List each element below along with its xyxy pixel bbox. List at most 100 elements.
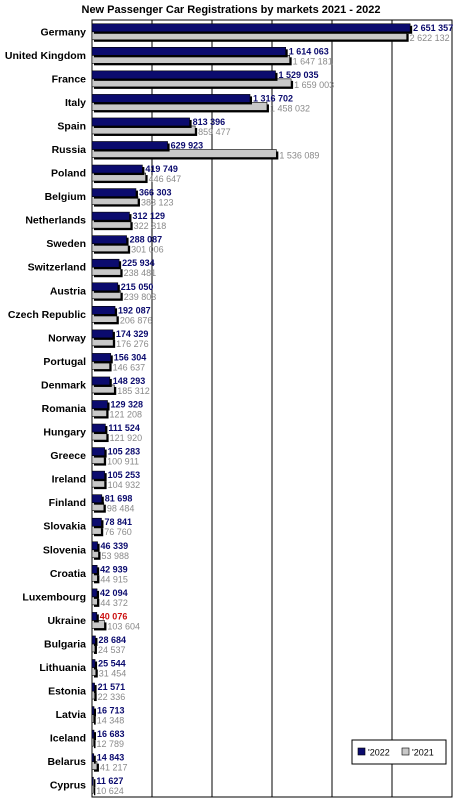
data-label-2022: 312 129: [132, 211, 165, 221]
data-label-2021: 103 604: [107, 621, 140, 631]
category-label: Germany: [40, 26, 86, 38]
bar-2022: [91, 188, 137, 197]
category-label: Cyprus: [50, 780, 86, 792]
category-label: Iceland: [50, 733, 86, 745]
data-label-2021: 322 318: [134, 221, 167, 231]
data-label-2021: 53 988: [101, 551, 129, 561]
bar-2022: [91, 588, 98, 598]
data-label-2022: 148 293: [113, 376, 146, 386]
bar-2022: [91, 517, 102, 527]
data-label-2022: 174 329: [116, 329, 149, 339]
legend-swatch-2022: [357, 747, 366, 756]
category-label: Luxembourg: [22, 591, 86, 603]
category-label: United Kingdom: [5, 50, 86, 62]
legend: '2022 '2021: [351, 739, 447, 765]
data-label-2021: 383 123: [141, 198, 174, 208]
data-label-2022: 105 253: [108, 470, 141, 480]
data-label-2022: 156 304: [114, 352, 147, 362]
data-label-2021: 1 536 089: [279, 151, 319, 161]
category-label: Slovakia: [43, 521, 86, 533]
bar-2022: [91, 23, 411, 33]
data-label-2021: 301 006: [131, 245, 164, 255]
bar-2022: [91, 470, 105, 480]
bar-2022: [91, 47, 286, 56]
category-label: Netherlands: [25, 215, 86, 227]
data-label-2021: 239 803: [124, 292, 157, 302]
data-label-2021: 24 537: [98, 645, 126, 655]
bar-2022: [91, 94, 251, 103]
category-label: Croatia: [50, 568, 86, 580]
data-label-2021: 238 481: [124, 268, 157, 278]
bar-2021: [91, 149, 277, 158]
data-label-2022: 42 094: [100, 588, 128, 598]
bar-2022-shadow: [94, 755, 96, 764]
legend-label-2021: '2021: [412, 748, 434, 758]
data-label-2021: 14 348: [97, 716, 125, 726]
category-label: Estonia: [48, 686, 86, 698]
data-label-2022: 225 934: [122, 258, 155, 268]
bar-2022: [91, 682, 95, 692]
category-label: Romania: [42, 403, 87, 415]
data-label-2021: 10 624: [96, 786, 124, 796]
bar-2022-shadow: [94, 685, 97, 694]
category-label: Hungary: [43, 427, 86, 439]
data-label-2022: 11 627: [96, 776, 123, 786]
data-label-2022: 14 843: [97, 753, 125, 763]
category-label: Denmark: [41, 379, 86, 391]
bar-2022: [91, 258, 120, 268]
bar-2022: [91, 164, 143, 174]
bar-2021: [91, 737, 94, 747]
data-label-2022: 2 651 357: [413, 23, 453, 33]
category-label: Sweden: [46, 238, 86, 250]
bar-2022: [91, 117, 190, 127]
bar-2022: [91, 565, 98, 574]
bar-2022: [91, 70, 276, 80]
data-label-2021: 12 789: [97, 739, 125, 749]
legend-box: [351, 739, 447, 765]
data-label-2021: 100 911: [107, 457, 139, 467]
data-label-2022: 78 841: [104, 517, 132, 527]
bar-2021-shadow: [94, 787, 96, 796]
data-label-2022: 25 544: [98, 659, 126, 669]
bar-2022: [91, 235, 127, 244]
category-label: Lithuania: [39, 662, 86, 674]
data-label-2021: 2 622 132: [410, 33, 450, 43]
data-label-2022: 81 698: [105, 494, 133, 504]
bar-2022: [91, 541, 98, 551]
category-label: France: [52, 73, 87, 85]
category-label: Belarus: [47, 756, 86, 768]
data-label-2021: 1 659 003: [294, 80, 334, 90]
data-label-2022: 215 050: [121, 282, 154, 292]
data-label-2021: 31 454: [99, 669, 127, 679]
category-label: Czech Republic: [8, 309, 86, 321]
data-label-2021: 41 217: [100, 763, 128, 773]
data-label-2022: 28 684: [98, 635, 126, 645]
bar-2022: [91, 706, 95, 715]
data-label-2021: 121 208: [110, 410, 143, 420]
data-label-2021: 98 484: [107, 504, 135, 514]
bar-2022: [91, 329, 114, 339]
category-label: Switzerland: [28, 262, 86, 274]
data-label-2021: 76 760: [104, 527, 132, 537]
bar-2021: [91, 784, 94, 794]
data-label-2021: 206 876: [120, 315, 153, 325]
category-label: Greece: [50, 450, 86, 462]
data-label-2022: 42 939: [100, 564, 128, 574]
bar-2022: [91, 353, 112, 362]
data-label-2022: 288 087: [130, 235, 163, 245]
chart-title: New Passenger Car Registrations by marke…: [82, 4, 381, 16]
bar-2021-shadow: [94, 693, 97, 702]
data-label-2022: 629 923: [171, 141, 204, 151]
bar-2022: [91, 494, 103, 503]
data-label-2022: 419 749: [145, 164, 178, 174]
category-label: Belgium: [45, 191, 86, 203]
bar-2022-shadow: [94, 779, 96, 788]
category-label: Italy: [65, 97, 86, 109]
bar-2022: [91, 659, 96, 668]
data-label-2022: 111 524: [108, 423, 140, 433]
data-label-2022: 105 283: [108, 447, 141, 457]
category-label: Austria: [50, 285, 86, 297]
bar-2021: [91, 714, 95, 723]
data-label-2021: 44 915: [100, 574, 128, 584]
